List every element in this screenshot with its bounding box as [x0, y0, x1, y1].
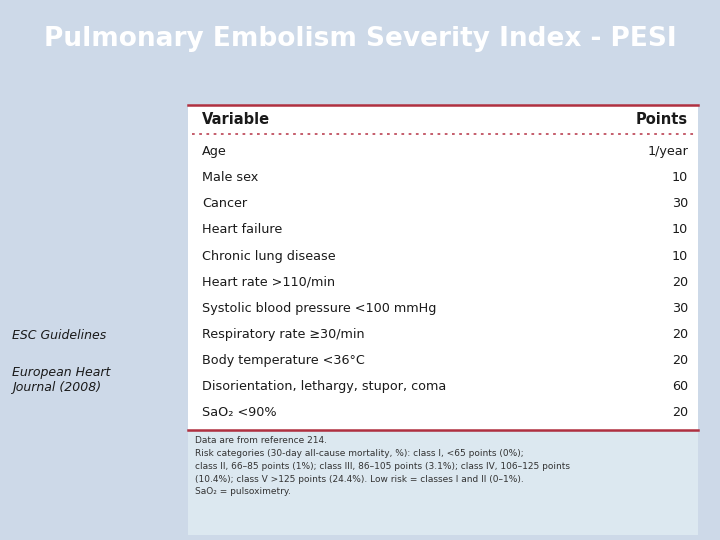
Text: European Heart
Journal (2008): European Heart Journal (2008) [12, 366, 110, 394]
Text: 20: 20 [672, 407, 688, 420]
Text: Heart rate >110/min: Heart rate >110/min [202, 275, 335, 289]
Text: Male sex: Male sex [202, 171, 258, 184]
Bar [188, 432, 698, 535]
Text: 10: 10 [672, 224, 688, 237]
Text: Disorientation, lethargy, stupor, coma: Disorientation, lethargy, stupor, coma [202, 380, 446, 393]
Text: Age: Age [202, 145, 227, 158]
Text: Body temperature <36°C: Body temperature <36°C [202, 354, 365, 367]
Text: 20: 20 [672, 328, 688, 341]
Text: Respiratory rate ≥30/min: Respiratory rate ≥30/min [202, 328, 364, 341]
Text: 30: 30 [672, 197, 688, 210]
Text: Chronic lung disease: Chronic lung disease [202, 249, 336, 262]
Text: Points: Points [636, 112, 688, 127]
Text: Cancer: Cancer [202, 197, 247, 210]
Text: ESC Guidelines: ESC Guidelines [12, 329, 107, 342]
Text: Variable: Variable [202, 112, 270, 127]
Text: 1/year: 1/year [647, 145, 688, 158]
Text: 30: 30 [672, 302, 688, 315]
Text: 60: 60 [672, 380, 688, 393]
Text: 20: 20 [672, 275, 688, 289]
Text: Data are from reference 214.
Risk categories (30-day all-cause mortality, %): cl: Data are from reference 214. Risk catego… [195, 436, 570, 496]
Text: Systolic blood pressure <100 mmHg: Systolic blood pressure <100 mmHg [202, 302, 436, 315]
Text: Heart failure: Heart failure [202, 224, 282, 237]
Text: 10: 10 [672, 249, 688, 262]
Text: SaO₂ <90%: SaO₂ <90% [202, 407, 276, 420]
Text: 10: 10 [672, 171, 688, 184]
Bar [188, 105, 698, 430]
Text: Pulmonary Embolism Severity Index - PESI: Pulmonary Embolism Severity Index - PESI [44, 26, 676, 52]
Text: 20: 20 [672, 354, 688, 367]
